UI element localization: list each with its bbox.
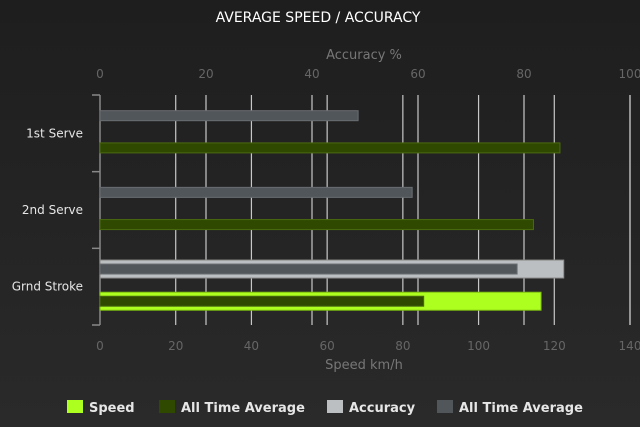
legend-swatch — [437, 400, 453, 413]
speed-tick-label: 20 — [168, 339, 183, 353]
speed-tick-label: 120 — [543, 339, 566, 353]
accuracy-tick-label: 60 — [410, 67, 425, 81]
accuracy-tick-label: 0 — [96, 67, 104, 81]
legend-swatch — [67, 400, 83, 413]
legend-swatch — [159, 400, 175, 413]
accuracy-all-time-average-bar — [99, 110, 359, 122]
legend-label: All Time Average — [181, 401, 305, 416]
accuracy-all-time-average-bar — [99, 186, 413, 198]
accuracy-all-time-average-bar — [99, 263, 518, 275]
speed-tick-label: 140 — [619, 339, 640, 353]
speed-tick-label: 80 — [395, 339, 410, 353]
category-label: 1st Serve — [26, 126, 83, 140]
speed-tick-label: 0 — [96, 339, 104, 353]
category-label: Grnd Stroke — [12, 280, 83, 294]
legend-swatch — [327, 400, 343, 413]
legend-label: Accuracy — [349, 401, 416, 416]
accuracy-tick-label: 20 — [198, 67, 213, 81]
legend-label: All Time Average — [459, 401, 583, 416]
speed-tick-label: 100 — [467, 339, 490, 353]
category-label: 2nd Serve — [22, 203, 83, 217]
accuracy-tick-label: 80 — [516, 67, 531, 81]
bottom-axis-label: Speed km/h — [325, 358, 403, 373]
speed-all-time-average-bar — [99, 219, 534, 231]
speed-all-time-average-bar — [99, 295, 425, 307]
chart-title: AVERAGE SPEED / ACCURACY — [216, 10, 421, 26]
speed-tick-label: 40 — [244, 339, 259, 353]
legend-label: Speed — [89, 401, 135, 416]
top-axis-label: Accuracy % — [326, 48, 402, 63]
accuracy-tick-label: 40 — [304, 67, 319, 81]
speed-tick-label: 60 — [320, 339, 335, 353]
speed-all-time-average-bar — [99, 142, 561, 154]
accuracy-tick-label: 100 — [619, 67, 640, 81]
